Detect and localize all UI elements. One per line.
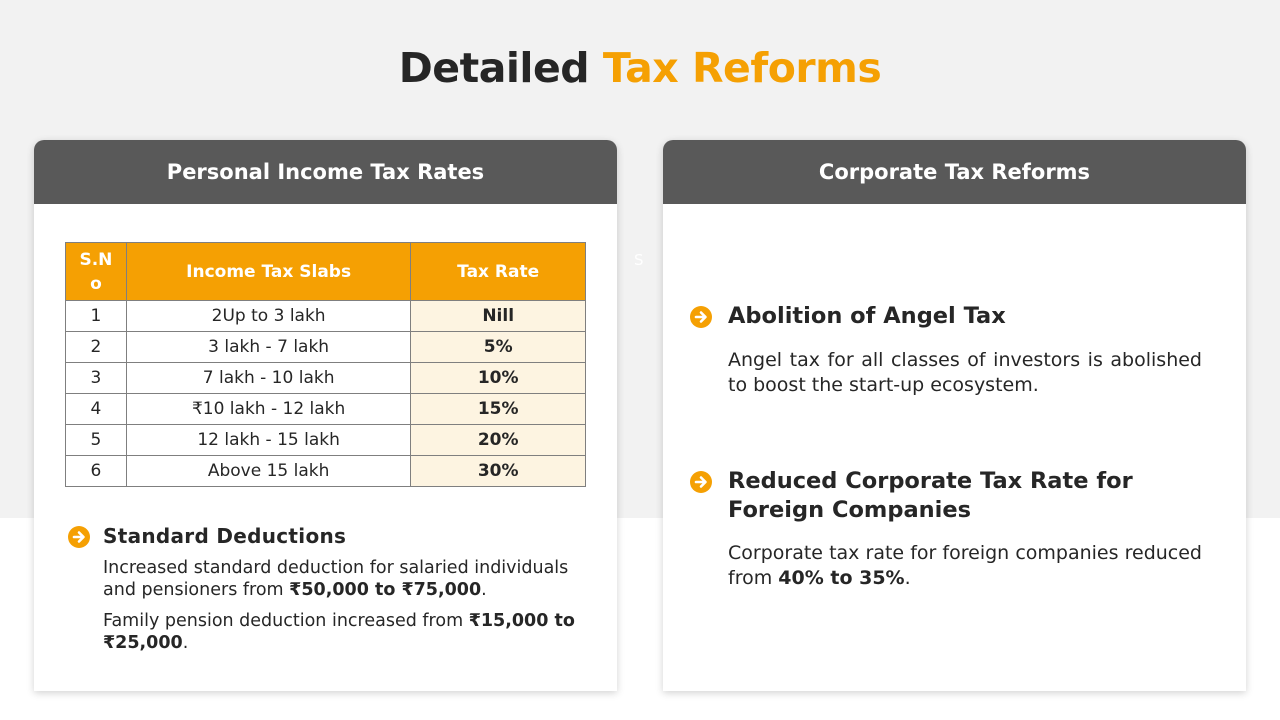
cell-sn: 3 (65, 362, 127, 394)
page-title-accent: Tax Reforms (602, 44, 882, 92)
cell-rate: 15% (410, 393, 586, 425)
standard-deductions-title: Standard Deductions (103, 524, 347, 548)
arrow-right-circle-icon (68, 526, 90, 548)
cell-slab: 2Up to 3 lakh (125, 300, 412, 332)
table-row: 3 7 lakh - 10 lakh 10% (65, 362, 586, 394)
cell-slab: Above 15 lakh (125, 455, 412, 487)
cell-rate: 10% (410, 362, 586, 394)
arrow-right-circle-icon (690, 471, 712, 493)
column-header-slabs: Income Tax Slabs (125, 242, 412, 301)
angel-tax-title: Abolition of Angel Tax (728, 303, 1006, 329)
column-header-sn: S.N o (65, 242, 127, 301)
angel-tax-text: Angel tax for all classes of investors i… (728, 349, 1202, 396)
stray-character: S (634, 251, 644, 269)
table-header-row: S.N o Income Tax Slabs Tax Rate (65, 242, 586, 301)
corporate-tax-card: Corporate Tax Reforms Abolition of Angel… (663, 140, 1246, 691)
card-header: Corporate Tax Reforms (663, 140, 1246, 204)
cell-rate: 30% (410, 455, 586, 487)
cell-rate: Nill (410, 300, 586, 332)
table-row: 5 12 lakh - 15 lakh 20% (65, 424, 586, 456)
table-row: 4 ₹10 lakh - 12 lakh 15% (65, 393, 586, 425)
cell-slab: 12 lakh - 15 lakh (125, 424, 412, 456)
cell-rate: 5% (410, 331, 586, 363)
corporate-rate-title: Reduced Corporate Tax Rate for Foreign C… (728, 468, 1133, 523)
deduction-text-family-pension: Family pension deduction increased from … (103, 611, 575, 653)
cell-sn: 2 (65, 331, 127, 363)
cell-sn: 1 (65, 300, 127, 332)
cell-slab: ₹10 lakh - 12 lakh (125, 393, 412, 425)
column-header-rate: Tax Rate (410, 242, 586, 301)
page-title: Detailed Tax Reforms (398, 44, 882, 92)
cell-sn: 6 (65, 455, 127, 487)
table-row: 1 2Up to 3 lakh Nill (65, 300, 586, 332)
cell-rate: 20% (410, 424, 586, 456)
card-header: Personal Income Tax Rates (34, 140, 617, 204)
table-row: 2 3 lakh - 7 lakh 5% (65, 331, 586, 363)
cell-sn: 5 (65, 424, 127, 456)
cell-slab: 3 lakh - 7 lakh (125, 331, 412, 363)
arrow-right-circle-icon (690, 306, 712, 328)
cell-sn: 4 (65, 393, 127, 425)
table-row: 6 Above 15 lakh 30% (65, 455, 586, 487)
deduction-text-salaried: Increased standard deduction for salarie… (103, 558, 569, 600)
personal-income-tax-card: Personal Income Tax Rates S.N o Income T… (34, 140, 617, 691)
tax-rates-table: S.N o Income Tax Slabs Tax Rate 1 2Up to… (65, 242, 586, 487)
corporate-rate-text: Corporate tax rate for foreign companies… (728, 542, 1202, 589)
cell-slab: 7 lakh - 10 lakh (125, 362, 412, 394)
